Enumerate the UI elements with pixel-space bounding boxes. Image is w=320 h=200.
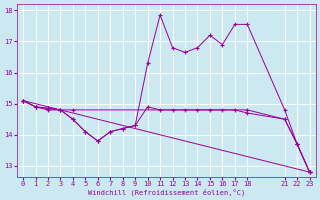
X-axis label: Windchill (Refroidissement éolien,°C): Windchill (Refroidissement éolien,°C) xyxy=(88,188,245,196)
